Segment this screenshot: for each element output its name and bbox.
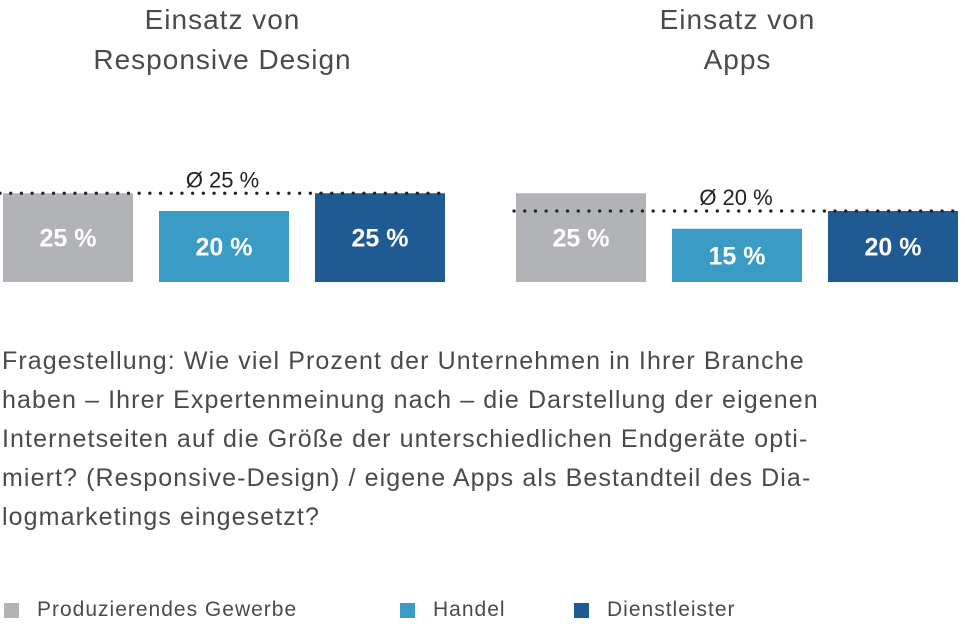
average-label: Ø 20 %	[699, 185, 772, 210]
bar-value-label: 25 %	[352, 225, 409, 253]
question-line: Internetseiten auf die Größe der untersc…	[2, 425, 809, 453]
legend-swatch	[4, 602, 19, 618]
legend: Produzierendes Gewerbe Handel Dienstleis…	[0, 598, 965, 628]
question-line: logmarketings eingesetzt?	[2, 503, 320, 531]
bar-value-label: 15 %	[709, 242, 766, 270]
chart-title-line-1: Einsatz von	[144, 4, 301, 35]
chart-title-line-1: Einsatz von	[659, 4, 816, 35]
legend-swatch	[574, 602, 589, 618]
legend-label: Dienstleister	[607, 598, 736, 621]
bar-value-label: 20 %	[865, 234, 922, 262]
bar-value-label: 25 %	[553, 225, 610, 253]
question-line: Fragestellung: Wie viel Prozent der Unte…	[2, 347, 805, 375]
legend-item-produzierendes-gewerbe: Produzierendes Gewerbe	[4, 598, 297, 622]
bar-charts: 25 % 20 % 25 % Ø 25 % 25 % 15 % 20 % Ø 20 %	[0, 167, 960, 282]
bar	[828, 211, 958, 282]
bar	[516, 193, 646, 282]
legend-item-handel: Handel	[400, 598, 506, 622]
bar	[672, 228, 802, 282]
bar	[315, 193, 445, 282]
average-label: Ø 25 %	[186, 167, 259, 192]
chart-title-responsive-design: Einsatz von Responsive Design	[0, 0, 445, 80]
question-text: Fragestellung: Wie viel Prozent der Unte…	[2, 342, 962, 537]
bar	[3, 193, 133, 282]
chart-title-line-2: Apps	[703, 44, 772, 75]
legend-item-dienstleister: Dienstleister	[574, 598, 736, 622]
question-line: miert? (Responsive-Design) / eigene Apps…	[2, 464, 812, 492]
chart-title-line-2: Responsive Design	[93, 44, 352, 75]
bar-value-label: 20 %	[196, 234, 253, 262]
bar	[159, 211, 289, 282]
bar-value-label: 25 %	[40, 225, 97, 253]
legend-swatch	[400, 602, 415, 618]
legend-label: Produzierendes Gewerbe	[37, 598, 298, 621]
legend-label: Handel	[433, 598, 506, 621]
question-line: haben – Ihrer Expertenmeinung nach – die…	[2, 386, 819, 414]
chart-title-apps: Einsatz von Apps	[515, 0, 960, 80]
